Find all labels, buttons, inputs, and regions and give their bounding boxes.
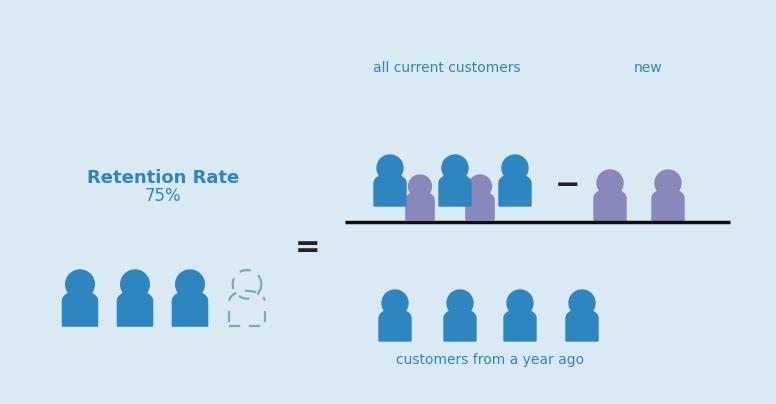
- Circle shape: [447, 290, 473, 316]
- Circle shape: [382, 290, 408, 316]
- Circle shape: [597, 170, 623, 196]
- Polygon shape: [652, 189, 684, 221]
- Text: −: −: [554, 170, 580, 200]
- Circle shape: [175, 270, 204, 299]
- Polygon shape: [62, 291, 98, 326]
- Polygon shape: [499, 174, 531, 206]
- Circle shape: [569, 290, 595, 316]
- Text: =: =: [295, 234, 320, 263]
- Circle shape: [502, 155, 528, 181]
- Circle shape: [507, 290, 533, 316]
- Circle shape: [442, 155, 468, 181]
- Text: customers from a year ago: customers from a year ago: [396, 353, 584, 367]
- Circle shape: [66, 270, 95, 299]
- Polygon shape: [374, 174, 406, 206]
- Text: new: new: [634, 61, 662, 75]
- Polygon shape: [594, 189, 626, 221]
- Polygon shape: [444, 309, 476, 341]
- Polygon shape: [379, 309, 411, 341]
- Polygon shape: [439, 174, 471, 206]
- Text: all current customers: all current customers: [373, 61, 521, 75]
- Circle shape: [655, 170, 681, 196]
- Polygon shape: [406, 192, 434, 220]
- Circle shape: [121, 270, 149, 299]
- Polygon shape: [466, 192, 494, 220]
- Circle shape: [408, 175, 431, 198]
- Text: 75%: 75%: [144, 187, 182, 205]
- Circle shape: [377, 155, 403, 181]
- Polygon shape: [504, 309, 536, 341]
- Polygon shape: [566, 309, 598, 341]
- Text: Retention Rate: Retention Rate: [87, 169, 239, 187]
- Circle shape: [469, 175, 491, 198]
- Polygon shape: [117, 291, 153, 326]
- Polygon shape: [172, 291, 208, 326]
